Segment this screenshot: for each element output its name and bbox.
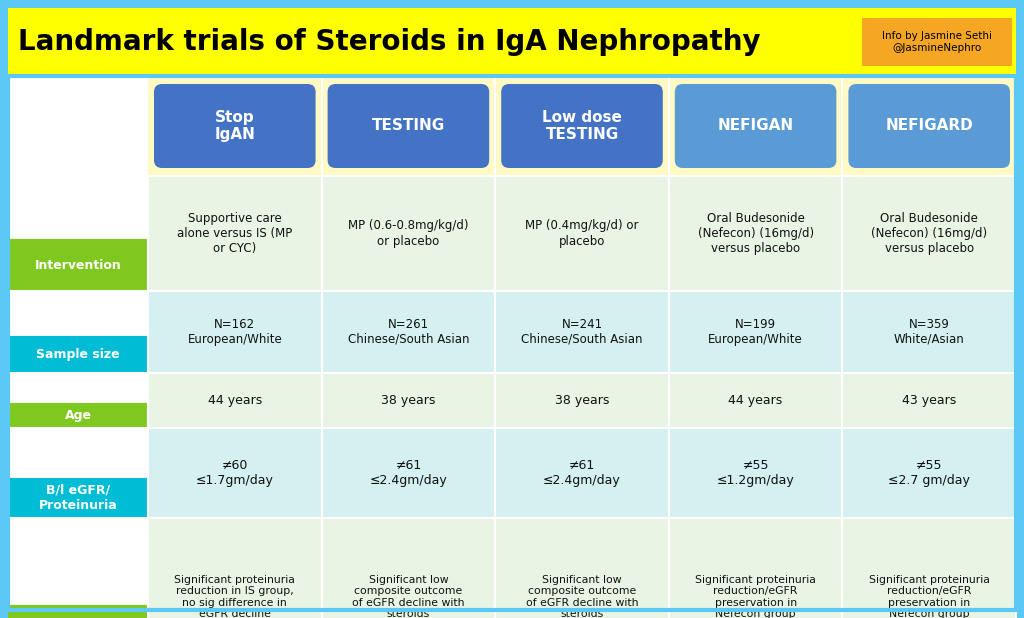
Bar <box>843 176 1016 291</box>
Bar <box>669 291 843 373</box>
Bar <box>8 336 148 373</box>
Bar <box>8 239 148 291</box>
Bar <box>669 176 843 291</box>
Bar <box>496 518 669 618</box>
Bar <box>322 373 496 428</box>
Text: Oral Budesonide
(Nefecon) (16mg/d)
versus placebo: Oral Budesonide (Nefecon) (16mg/d) versu… <box>697 212 814 255</box>
Text: Significant proteinuria
reduction in IS group,
no sig difference in
eGFR decline: Significant proteinuria reduction in IS … <box>174 575 295 618</box>
Bar <box>496 176 669 291</box>
Text: Significant low
composite outcome
of eGFR decline with
steroids: Significant low composite outcome of eGF… <box>352 575 465 618</box>
Bar <box>8 76 1016 610</box>
Bar <box>8 373 148 404</box>
FancyBboxPatch shape <box>501 84 663 168</box>
Text: Significant proteinuria
reduction/eGFR
preservation in
Nefecon group: Significant proteinuria reduction/eGFR p… <box>695 575 816 618</box>
Bar <box>8 404 148 428</box>
Text: ≠61
≤2.4gm/day: ≠61 ≤2.4gm/day <box>543 459 621 487</box>
Text: MP (0.4mg/kg/d) or
placebo: MP (0.4mg/kg/d) or placebo <box>525 219 639 247</box>
Text: Supportive care
alone versus IS (MP
or CYC): Supportive care alone versus IS (MP or C… <box>177 212 293 255</box>
Bar <box>8 605 148 618</box>
Text: Oral Budesonide
(Nefecon) (16mg/d)
versus placebo: Oral Budesonide (Nefecon) (16mg/d) versu… <box>871 212 987 255</box>
Bar <box>8 76 1016 610</box>
Text: Info by Jasmine Sethi
@JasmineNephro: Info by Jasmine Sethi @JasmineNephro <box>882 31 992 53</box>
Text: NEFIGAN: NEFIGAN <box>718 119 794 133</box>
Text: 38 years: 38 years <box>381 394 435 407</box>
Bar <box>496 291 669 373</box>
Text: N=241
Chinese/South Asian: N=241 Chinese/South Asian <box>521 318 643 346</box>
Bar <box>843 518 1016 618</box>
Bar <box>669 518 843 618</box>
Text: MP (0.6-0.8mg/kg/d)
or placebo: MP (0.6-0.8mg/kg/d) or placebo <box>348 219 469 247</box>
Text: ≠61
≤2.4gm/day: ≠61 ≤2.4gm/day <box>370 459 447 487</box>
Text: 44 years: 44 years <box>728 394 782 407</box>
Text: N=261
Chinese/South Asian: N=261 Chinese/South Asian <box>348 318 469 346</box>
Text: Significant low
composite outcome
of eGFR decline with
steroids: Significant low composite outcome of eGF… <box>525 575 638 618</box>
Text: Intervention: Intervention <box>35 258 122 272</box>
Bar <box>862 18 1012 66</box>
Text: Significant proteinuria
reduction/eGFR
preservation in
Nefecon group: Significant proteinuria reduction/eGFR p… <box>868 575 989 618</box>
Text: Sample size: Sample size <box>36 348 120 361</box>
Text: NEFIGARD: NEFIGARD <box>886 119 973 133</box>
Bar <box>496 373 669 428</box>
Text: B/l eGFR/
Proteinuria: B/l eGFR/ Proteinuria <box>39 484 118 512</box>
Bar <box>8 8 1016 76</box>
Bar <box>843 291 1016 373</box>
Bar <box>148 291 322 373</box>
Bar <box>496 428 669 518</box>
FancyBboxPatch shape <box>675 84 837 168</box>
Bar <box>843 428 1016 518</box>
Text: 43 years: 43 years <box>902 394 956 407</box>
Bar <box>669 428 843 518</box>
Bar <box>8 428 148 478</box>
Bar <box>148 176 322 291</box>
Bar <box>322 428 496 518</box>
Text: ≠60
≤1.7gm/day: ≠60 ≤1.7gm/day <box>196 459 273 487</box>
Bar <box>8 176 148 239</box>
Text: N=359
White/Asian: N=359 White/Asian <box>894 318 965 346</box>
Bar <box>669 373 843 428</box>
Bar <box>8 291 148 336</box>
Bar <box>148 76 1016 176</box>
FancyBboxPatch shape <box>849 84 1010 168</box>
Bar <box>843 373 1016 428</box>
Bar <box>148 428 322 518</box>
Text: 44 years: 44 years <box>208 394 262 407</box>
Text: ≠55
≤2.7 gm/day: ≠55 ≤2.7 gm/day <box>888 459 970 487</box>
Text: Low dose
TESTING: Low dose TESTING <box>542 110 622 142</box>
Text: N=199
European/White: N=199 European/White <box>709 318 803 346</box>
Bar <box>8 518 148 605</box>
Text: ≠55
≤1.2gm/day: ≠55 ≤1.2gm/day <box>717 459 795 487</box>
FancyBboxPatch shape <box>328 84 489 168</box>
Text: Age: Age <box>65 409 91 422</box>
FancyBboxPatch shape <box>154 84 315 168</box>
Bar <box>148 373 322 428</box>
Text: Landmark trials of Steroids in IgA Nephropathy: Landmark trials of Steroids in IgA Nephr… <box>18 28 761 56</box>
Text: TESTING: TESTING <box>372 119 445 133</box>
Text: N=162
European/White: N=162 European/White <box>187 318 283 346</box>
Text: Stop
IgAN: Stop IgAN <box>214 110 255 142</box>
Text: 38 years: 38 years <box>555 394 609 407</box>
Bar <box>322 291 496 373</box>
Bar <box>8 478 148 518</box>
Bar <box>322 518 496 618</box>
Bar <box>322 176 496 291</box>
Bar <box>148 518 322 618</box>
